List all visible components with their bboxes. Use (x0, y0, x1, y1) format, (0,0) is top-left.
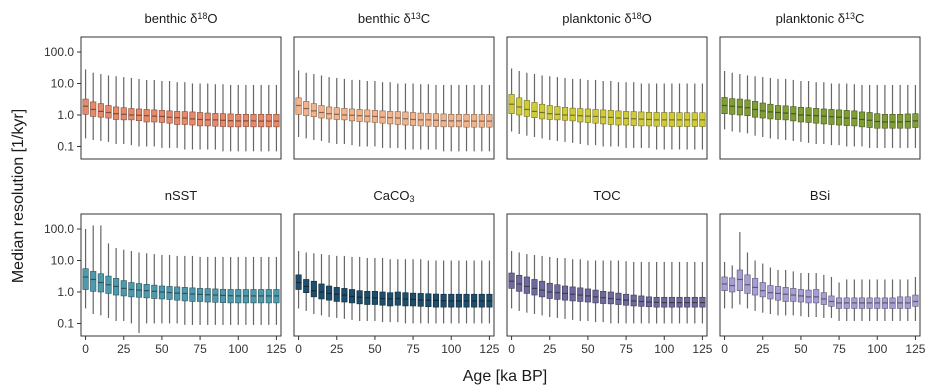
panel-title: TOC (593, 188, 620, 203)
x-tick-label: 50 (368, 342, 382, 356)
box (318, 105, 325, 119)
y-tick-label: 100.0 (44, 222, 74, 236)
panel-frame (293, 213, 495, 337)
box (310, 280, 317, 298)
panel-frame (719, 36, 921, 160)
x-tick-label: 0 (721, 342, 728, 356)
y-axis-title: Median resolution [1/kyr] (10, 109, 27, 283)
box (813, 289, 820, 304)
panel-title: planktonic δ18O (562, 11, 652, 26)
box (554, 284, 561, 300)
x-tick-label: 100 (441, 342, 461, 356)
facet-panel-7: TOC 0 25 50 75 100 125 (506, 188, 713, 356)
x-tick-label: 75 (193, 342, 207, 356)
panel-title: planktonic δ13C (776, 11, 865, 26)
panel-title: CaCO3 (373, 188, 414, 204)
x-tick-label: 50 (794, 342, 808, 356)
panel-title: BSi (810, 188, 830, 203)
x-tick-label: 0 (82, 342, 89, 356)
panel-title: benthic δ18O (145, 11, 218, 26)
box (729, 277, 736, 293)
y-tick-label: 0.1 (57, 139, 74, 153)
box (128, 108, 135, 121)
facet-panel-5: nSST 0.1 1.0 10.0 100.0 0 25 50 75 100 125 (44, 188, 287, 356)
box (615, 292, 622, 305)
facet-panel-1: benthic δ18O 0.1 1.0 10.0 100.0 (44, 11, 282, 160)
x-tick-label: 125 (479, 342, 499, 356)
facet-panel-6: CaCO3 0 25 50 75 100 125 (293, 188, 500, 356)
x-tick-label: 125 (266, 342, 286, 356)
x-tick-label: 75 (832, 342, 846, 356)
x-tick-label: 75 (619, 342, 633, 356)
box (752, 278, 759, 296)
x-tick-label: 50 (581, 342, 595, 356)
box (189, 287, 196, 302)
box (736, 269, 743, 291)
box (531, 102, 538, 119)
box (333, 107, 340, 120)
x-tick-label: 125 (692, 342, 712, 356)
box (561, 107, 569, 121)
y-tick-label: 10.0 (51, 254, 75, 268)
x-tick-label: 25 (543, 342, 557, 356)
panel-frame (506, 213, 708, 337)
box (912, 294, 919, 307)
x-tick-label: 50 (155, 342, 169, 356)
box (759, 282, 766, 298)
facet-panel-2: benthic δ13C (293, 11, 495, 160)
box (181, 287, 188, 302)
box (531, 279, 538, 296)
box (82, 268, 89, 290)
x-tick-label: 100 (867, 342, 887, 356)
panel-frame (80, 213, 282, 337)
facet-panel-3: planktonic δ18O (506, 11, 708, 160)
panel-frame (80, 36, 282, 160)
box (539, 280, 546, 298)
box (554, 106, 561, 121)
box (539, 103, 546, 120)
box (204, 288, 211, 303)
box (897, 114, 904, 129)
box (881, 114, 888, 129)
y-tick-label: 1.0 (57, 108, 74, 122)
panel-frame (293, 36, 495, 160)
x-tick-label: 75 (406, 342, 420, 356)
box (546, 282, 553, 299)
box (90, 271, 97, 292)
box (523, 276, 530, 294)
y-tick-label: 0.1 (57, 316, 74, 330)
box (97, 103, 104, 118)
x-tick-label: 0 (295, 342, 302, 356)
box (889, 114, 896, 129)
x-tick-label: 125 (905, 342, 925, 356)
box (523, 100, 530, 117)
x-axis-title: Age [ka BP] (463, 368, 548, 385)
panel-frame (506, 36, 708, 160)
x-tick-label: 100 (228, 342, 248, 356)
y-tick-label: 10.0 (51, 77, 75, 91)
facet-panel-4: planktonic δ13C (719, 11, 921, 160)
panel-title: nSST (165, 188, 198, 203)
x-tick-label: 100 (654, 342, 674, 356)
x-tick-label: 25 (117, 342, 131, 356)
box (310, 103, 317, 118)
box (569, 107, 576, 122)
y-tick-label: 100.0 (44, 45, 74, 59)
x-tick-label: 25 (756, 342, 770, 356)
panel-title: benthic δ13C (358, 11, 430, 26)
box (326, 106, 333, 120)
y-tick-label: 1.0 (57, 285, 74, 299)
panel-frame (719, 213, 921, 337)
box (105, 105, 112, 119)
box (546, 105, 553, 120)
box (516, 274, 523, 292)
x-tick-label: 0 (508, 342, 515, 356)
box (607, 291, 614, 305)
x-tick-label: 25 (330, 342, 344, 356)
facet-panel-8: BSi 0 25 50 75 100 125 (719, 188, 925, 356)
box (341, 108, 348, 121)
panels-layer: benthic δ18O 0.1 1.0 10.0 100.0 benthic δ13C p… (44, 11, 925, 356)
